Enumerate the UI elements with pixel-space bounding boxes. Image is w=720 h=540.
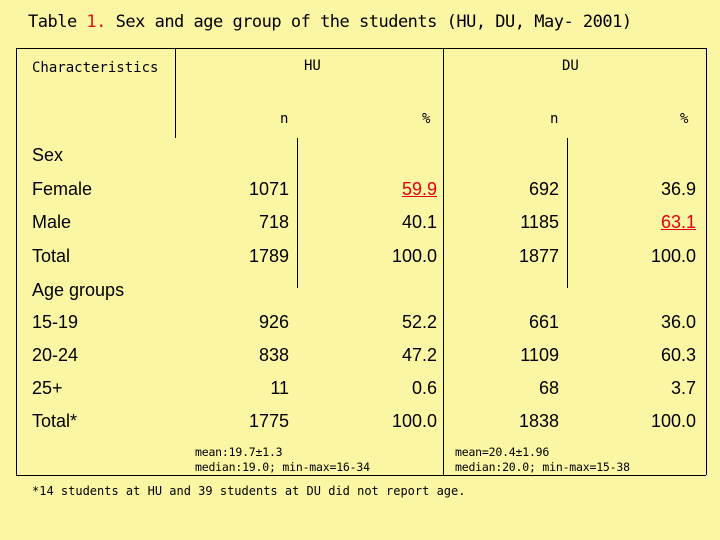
header-hu-n: n xyxy=(280,111,289,127)
section-sex: Sex xyxy=(32,145,64,165)
du-age-median: median:20.0; min-max=15-38 xyxy=(455,460,630,474)
title-number: 1. xyxy=(86,12,106,32)
hu-n-cell: 838 xyxy=(258,345,289,365)
row-label: Male xyxy=(32,212,72,232)
header-du-n: n xyxy=(550,111,559,127)
du-n-cell: 1185 xyxy=(520,212,559,232)
row-label: 25+ xyxy=(32,378,63,398)
hu-age-mean: mean:19.7±1.3 xyxy=(195,445,283,459)
header-du: DU xyxy=(562,58,579,74)
hu-age-median: median:19.0; min-max=16-34 xyxy=(195,460,370,474)
hu-pct-cell: 100.0 xyxy=(391,411,437,431)
hu-n-cell: 926 xyxy=(258,312,289,332)
row-label: 20-24 xyxy=(32,345,79,365)
characteristics-divider xyxy=(175,48,176,138)
row-label: Total xyxy=(32,246,71,266)
header-du-pct: % xyxy=(680,111,689,127)
hu-pct-cell: 40.1 xyxy=(401,212,437,232)
hu-n-cell: 718 xyxy=(258,212,289,232)
hu-n-cell: 1775 xyxy=(248,411,289,431)
hu-n-cell: 1071 xyxy=(248,179,289,199)
row-label: Total* xyxy=(32,411,78,431)
table-title: Table 1. Sex and age group of the studen… xyxy=(28,12,632,32)
hu-pct-cell: 100.0 xyxy=(391,246,437,266)
du-n-cell: 1838 xyxy=(518,411,559,431)
du-pct-cell: 63.1 xyxy=(660,212,696,232)
du-n-pct-divider xyxy=(567,138,568,288)
table-top-border xyxy=(16,48,706,49)
du-n-cell: 1109 xyxy=(520,345,559,365)
table-right-border xyxy=(706,48,707,475)
title-prefix: Table xyxy=(28,12,87,32)
du-n-cell: 1877 xyxy=(518,246,559,266)
du-n-cell: 661 xyxy=(528,312,559,332)
hu-n-pct-divider xyxy=(297,138,298,288)
hu-n-cell: 1789 xyxy=(248,246,289,266)
header-characteristics: Characteristics xyxy=(32,60,159,76)
footnote: *14 students at HU and 39 students at DU… xyxy=(32,484,466,498)
du-pct-cell: 36.9 xyxy=(660,179,696,199)
hu-pct-cell: 52.2 xyxy=(401,312,437,332)
table-left-border xyxy=(16,48,17,475)
hu-n-cell: 11 xyxy=(270,378,289,398)
du-pct-cell: 60.3 xyxy=(660,345,696,365)
hu-pct-cell: 47.2 xyxy=(401,345,437,365)
row-label: Female xyxy=(32,179,93,199)
du-n-cell: 68 xyxy=(538,378,559,398)
hu-du-divider xyxy=(443,48,444,475)
du-age-mean: mean=20.4±1.96 xyxy=(455,445,550,459)
du-pct-cell: 3.7 xyxy=(670,378,696,398)
du-pct-cell: 100.0 xyxy=(650,246,696,266)
header-hu: HU xyxy=(304,58,321,74)
du-pct-cell: 100.0 xyxy=(650,411,696,431)
du-pct-cell: 36.0 xyxy=(660,312,696,332)
row-label: 15-19 xyxy=(32,312,79,332)
hu-pct-cell: 59.9 xyxy=(401,179,437,199)
hu-pct-cell: 0.6 xyxy=(411,378,437,398)
title-text: Sex and age group of the students (HU, D… xyxy=(105,12,632,32)
section-age-groups: Age groups xyxy=(32,280,125,300)
header-hu-pct: % xyxy=(422,111,431,127)
table-bottom-border xyxy=(16,475,706,476)
du-n-cell: 692 xyxy=(528,179,559,199)
